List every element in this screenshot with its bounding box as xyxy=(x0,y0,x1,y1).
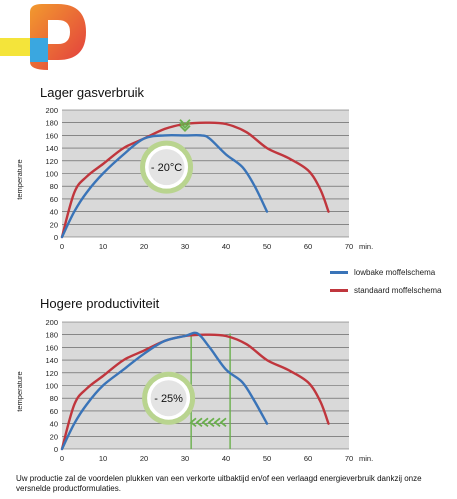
y-tick-label: 80 xyxy=(50,394,58,403)
y-tick-label: 200 xyxy=(45,318,58,327)
y-tick-label: 140 xyxy=(45,144,58,153)
chevron-down-icon xyxy=(179,119,191,126)
chart-1-title: Lager gasverbruik xyxy=(40,85,145,100)
y-tick-label: 60 xyxy=(50,195,58,204)
annotation-text: - 25% xyxy=(154,393,183,405)
footer-text: Uw productie zal de voordelen plukken va… xyxy=(16,474,422,493)
y-tick-label: 160 xyxy=(45,343,58,352)
chevron-down-icon xyxy=(179,125,191,132)
x-tick-label: 10 xyxy=(99,454,107,463)
x-tick-label: 30 xyxy=(181,454,189,463)
x-tick-label: 50 xyxy=(263,454,271,463)
x-tick-label: 40 xyxy=(222,242,230,251)
legend-swatch-lowbake xyxy=(330,271,348,274)
y-tick-label: 80 xyxy=(50,182,58,191)
y-tick-label: 0 xyxy=(54,233,58,242)
chevron-left-icon xyxy=(189,417,197,428)
chart-2: 0 20 40 60 80 100 120 140 160 180 200 0 10 20 30 40 50 60… xyxy=(15,318,373,463)
x-tick-label: 0 xyxy=(60,454,64,463)
chevron-left-icon xyxy=(201,417,209,428)
series-line-standaard xyxy=(60,121,330,239)
y-tick-label: 160 xyxy=(45,131,58,140)
chevron-left-icon xyxy=(213,417,221,428)
legend-item-lowbake: lowbake moffelschema xyxy=(330,268,435,277)
series-line-lowbake xyxy=(60,331,269,451)
chevron-left-icon xyxy=(195,417,203,428)
chevron-down-icon xyxy=(179,122,191,129)
y-tick-label: 200 xyxy=(45,106,58,115)
legend-swatch-standaard xyxy=(330,289,348,292)
x-tick-label: 60 xyxy=(304,242,312,251)
x-tick-label: 0 xyxy=(60,242,64,251)
x-axis-label: min. xyxy=(359,242,373,251)
logo-blue-block xyxy=(30,38,48,62)
brand-logo xyxy=(0,4,86,70)
x-tick-label: 70 xyxy=(345,454,353,463)
x-tick-label: 50 xyxy=(263,242,271,251)
annotation-text: - 20°C xyxy=(151,162,182,174)
y-tick-label: 40 xyxy=(50,208,58,217)
y-axis-label: temperature xyxy=(15,159,24,199)
y-tick-label: 120 xyxy=(45,369,58,378)
y-tick-label: 40 xyxy=(50,420,58,429)
x-tick-label: 20 xyxy=(140,242,148,251)
x-tick-label: 70 xyxy=(345,242,353,251)
y-tick-label: 100 xyxy=(45,170,58,179)
y-tick-label: 140 xyxy=(45,356,58,365)
legend-label-lowbake: lowbake moffelschema xyxy=(354,268,436,277)
y-tick-label: 0 xyxy=(54,445,58,454)
annotation-badge-inner xyxy=(150,380,187,417)
series-line-lowbake xyxy=(60,133,269,239)
x-tick-label: 60 xyxy=(304,454,312,463)
y-tick-label: 180 xyxy=(45,119,58,128)
legend-item-standaard: standaard moffelschema xyxy=(330,286,441,295)
annotation-badge-inner xyxy=(148,149,185,186)
chart-2-title: Hogere productiviteit xyxy=(40,296,160,311)
y-tick-label: 60 xyxy=(50,407,58,416)
chevron-left-icon xyxy=(207,417,215,428)
x-tick-label: 20 xyxy=(140,454,148,463)
x-tick-label: 10 xyxy=(99,242,107,251)
y-axis-label: temperature xyxy=(15,371,24,411)
y-tick-label: 20 xyxy=(50,220,58,229)
x-axis-label: min. xyxy=(359,454,373,463)
chart-1: 0 20 40 60 80 100 120 140 160 180 200 0 10 20 30 40 50 60… xyxy=(15,106,373,251)
x-tick-label: 40 xyxy=(222,454,230,463)
x-tick-label: 30 xyxy=(181,242,189,251)
y-tick-label: 100 xyxy=(45,382,58,391)
chevron-left-icon xyxy=(219,417,227,428)
y-tick-label: 20 xyxy=(50,432,58,441)
series-line-standaard xyxy=(60,333,330,451)
y-tick-label: 120 xyxy=(45,157,58,166)
legend-label-standaard: standaard moffelschema xyxy=(354,286,442,295)
y-tick-label: 180 xyxy=(45,331,58,340)
